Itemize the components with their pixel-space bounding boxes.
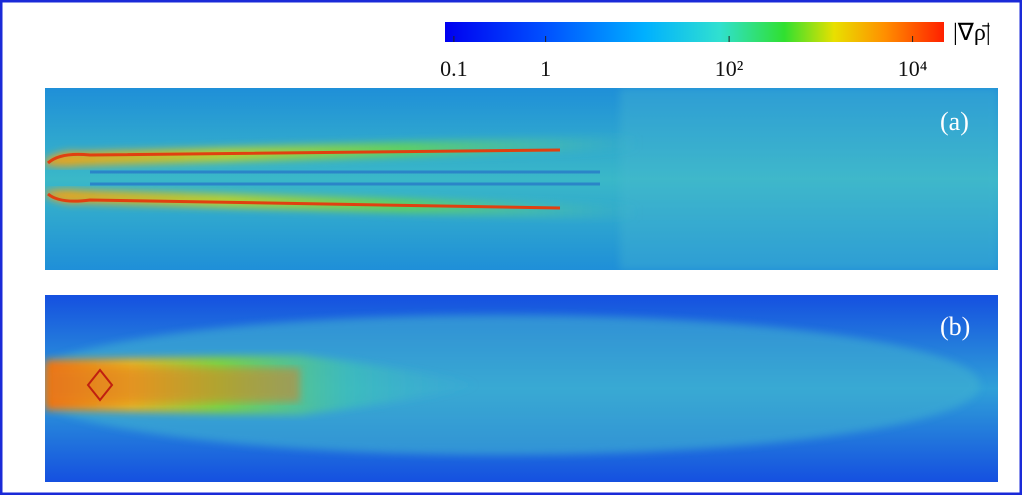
colorbar: [445, 22, 944, 42]
tick-label: 10⁴: [898, 56, 928, 81]
tick-label: 10²: [715, 56, 744, 81]
figure: |∇ρ̄| 0.1 1 10² 10⁴ (a) (b): [0, 0, 1022, 495]
page: {"colorbar": {"label": "|∇ρ̄|", "range":…: [0, 0, 1022, 495]
panel-a: [45, 88, 998, 270]
panel-label: (b): [940, 312, 970, 341]
tick-label: 0.1: [440, 56, 468, 81]
panel-label: (a): [940, 107, 969, 136]
panel-b: [20, 295, 998, 482]
tick-label: 1: [540, 56, 551, 81]
colorbar-ticks: 0.1 1 10² 10⁴: [440, 36, 928, 81]
colorbar-label: |∇ρ̄|: [953, 20, 991, 46]
